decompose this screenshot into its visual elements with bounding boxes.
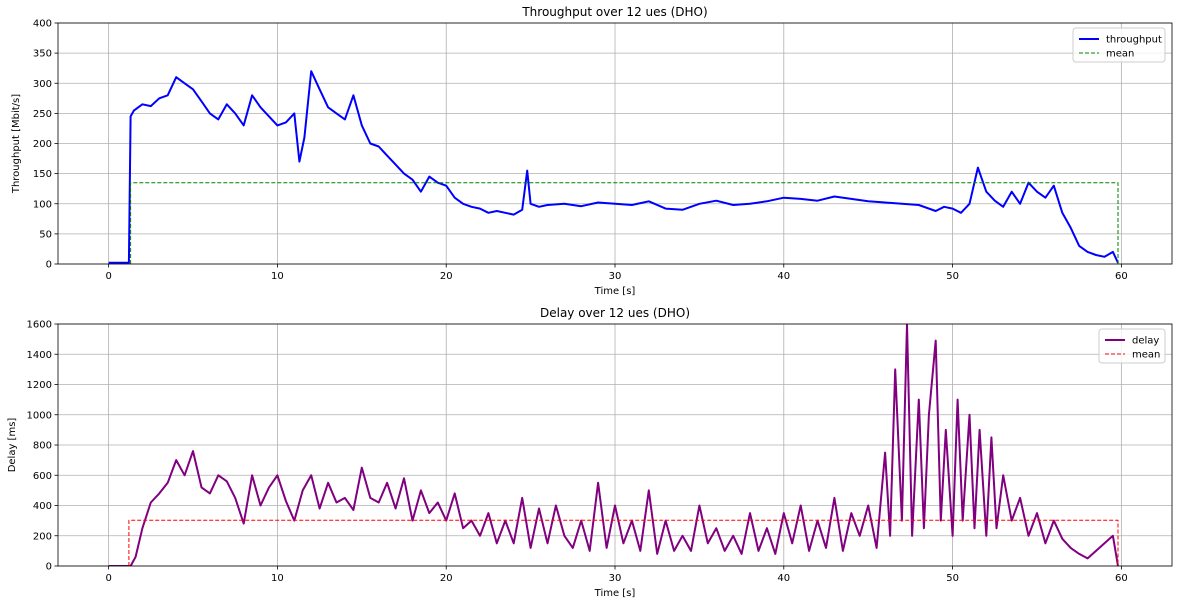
throughput-x-tick-label: 60 [1115,271,1128,282]
throughput-chart-title: Throughput over 12 ues (DHO) [521,5,707,19]
throughput-legend-label-throughput: throughput [1106,35,1162,46]
delay-x-tick-label: 60 [1115,573,1128,584]
throughput-series-throughput-line [108,70,1119,264]
throughput-y-tick-label: 150 [33,169,52,180]
throughput-x-tick-label: 30 [609,271,622,282]
delay-series [108,324,1119,566]
delay-y-tick-label: 200 [33,531,52,542]
throughput-x-tick-label: 0 [105,271,111,282]
throughput-legend: throughput mean [1072,27,1166,63]
throughput-y-tick-label: 250 [33,109,52,120]
throughput-x-tick-label: 40 [777,271,790,282]
delay-legend-label-mean: mean [1132,350,1160,361]
delay-x-axis-label: Time [s] [594,588,636,599]
delay-series-delay-line [108,324,1119,566]
delay-y-tick-label: 1600 [27,320,52,331]
delay-y-tick-label: 1400 [27,350,52,361]
delay-x-tick-label: 20 [440,573,453,584]
throughput-y-axis-label: Throughput [Mbit/s] [11,94,22,194]
delay-legend-label-delay: delay [1132,336,1159,347]
throughput-ticks: 0 10 20 30 40 50 60 0 50 100 150 200 250 300 350 400 [33,19,1128,283]
delay-ticks: 0 10 20 30 40 50 60020040060080010001200140016… [27,320,1128,585]
throughput-y-tick-label: 50 [39,229,52,240]
delay-x-tick-label: 30 [609,573,622,584]
throughput-y-tick-label: 100 [33,199,52,210]
delay-series-mean-line [128,519,1119,566]
throughput-legend-box [1072,27,1166,63]
delay-x-tick-label: 10 [271,573,284,584]
delay-x-tick-label: 50 [946,573,959,584]
delay-legend-box [1098,328,1166,364]
throughput-x-tick-label: 50 [946,271,959,282]
throughput-y-tick-label: 400 [33,19,52,30]
delay-y-tick-label: 600 [33,471,52,482]
throughput-y-tick-label: 0 [46,260,52,271]
throughput-y-tick-label: 200 [33,139,52,150]
throughput-grid [58,22,1172,265]
throughput-x-tick-label: 10 [271,271,284,282]
delay-panel: 0 10 20 30 40 50 60020040060080010001200140016… [7,306,1173,599]
delay-y-tick-label: 1000 [27,410,52,421]
delay-y-axis-label: Delay [ms] [7,418,18,473]
delay-x-tick-label: 40 [777,573,790,584]
delay-y-tick-label: 1200 [27,380,52,391]
throughput-x-tick-label: 20 [440,271,453,282]
throughput-legend-label-mean: mean [1106,49,1134,60]
delay-legend: delay mean [1098,328,1166,364]
throughput-x-axis-label: Time [s] [594,286,636,297]
throughput-series [108,70,1119,264]
throughput-panel: 0 10 20 30 40 50 60 0 50 100 150 200 250 300 350 400 Th… [11,5,1173,297]
throughput-y-tick-label: 300 [33,79,52,90]
delay-x-tick-label: 0 [105,573,111,584]
delay-y-tick-label: 400 [33,501,52,512]
throughput-y-tick-label: 350 [33,49,52,60]
delay-y-tick-label: 800 [33,441,52,452]
delay-chart-title: Delay over 12 ues (DHO) [540,306,690,320]
delay-y-tick-label: 0 [46,562,52,573]
